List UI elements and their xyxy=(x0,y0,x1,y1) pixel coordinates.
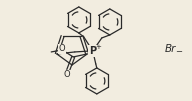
Text: Br: Br xyxy=(164,44,176,54)
Text: −: − xyxy=(175,47,183,56)
Text: +: + xyxy=(95,44,101,50)
Text: O: O xyxy=(64,70,70,79)
Text: O: O xyxy=(59,44,65,53)
Text: P: P xyxy=(89,46,96,56)
